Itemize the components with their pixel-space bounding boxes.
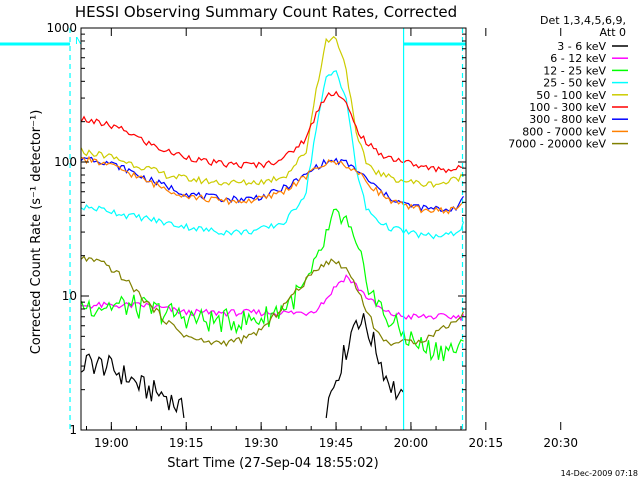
legend-header-0: Det 1,3,4,5,6,9, — [540, 14, 626, 27]
series-line-8-0 — [81, 255, 465, 348]
series-line-3-0 — [81, 70, 465, 240]
x-tick-label-6: 20:30 — [543, 436, 578, 450]
legend-label-1: 6 - 12 keV — [550, 52, 606, 65]
legend-label-6: 300 - 800 keV — [529, 113, 606, 126]
x-tick-label-0: 19:00 — [94, 436, 129, 450]
legend-label-0: 3 - 6 keV — [557, 40, 606, 53]
series-line-4-0 — [81, 35, 464, 189]
legend-label-8: 7000 - 20000 keV — [508, 138, 606, 151]
x-tick-label-5: 20:15 — [469, 436, 504, 450]
legend-label-4: 50 - 100 keV — [536, 89, 606, 102]
y-tick-label-0: 1 — [69, 423, 77, 437]
x-tick-label-3: 19:45 — [319, 436, 354, 450]
x-tick-label-1: 19:15 — [169, 436, 204, 450]
plot-area: N — [0, 28, 466, 430]
timestamp: 14-Dec-2009 07:18 — [561, 469, 638, 478]
plot-frame — [80, 27, 467, 431]
y-tick-label-2: 100 — [54, 155, 77, 169]
axes: 19:00 19:15 19:30 19:45 20:00 20:15 20:30 1 10 10… — [46, 21, 578, 450]
series-line-0-1 — [325, 313, 405, 419]
legend-label-7: 800 - 7000 keV — [522, 125, 606, 138]
series-line-0-0 — [81, 353, 185, 418]
series-line-2-0 — [81, 208, 464, 362]
legend-label-3: 25 - 50 keV — [543, 77, 606, 90]
legend-label-2: 12 - 25 keV — [543, 64, 606, 77]
legend-label-5: 100 - 300 keV — [529, 101, 606, 114]
x-tick-label-4: 20:00 — [394, 436, 429, 450]
x-tick-label-2: 19:30 — [244, 436, 279, 450]
y-axis-label: Corrected Count Rate (s⁻¹ detector⁻¹) — [29, 110, 44, 355]
chart-title: HESSI Observing Summary Count Rates, Cor… — [75, 3, 457, 21]
x-axis-label: Start Time (27-Sep-04 18:55:02) — [167, 456, 378, 471]
series-line-7-0 — [81, 155, 464, 215]
legend-header-1: Att 0 — [600, 26, 626, 39]
y-tick-label-3: 1000 — [46, 21, 77, 35]
y-tick-label-1: 10 — [62, 289, 77, 303]
series-group — [81, 35, 465, 419]
annotation-n: N — [75, 36, 82, 47]
series-line-5-0 — [81, 90, 464, 174]
